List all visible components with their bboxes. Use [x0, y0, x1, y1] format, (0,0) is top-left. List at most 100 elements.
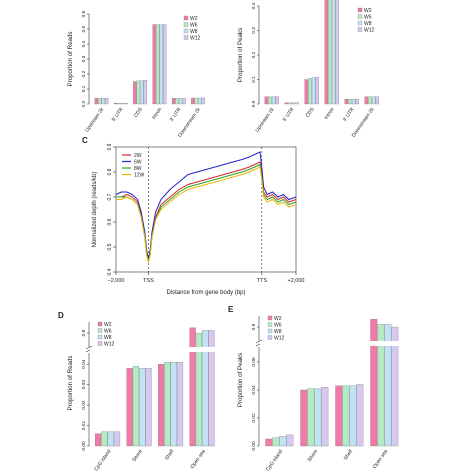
bar: [295, 102, 299, 105]
series-line: [116, 166, 297, 263]
bar: [171, 98, 176, 105]
x-tick-label: Intron: [151, 107, 163, 121]
x-tick-label: 3' UTR: [342, 106, 356, 122]
y-tick-label: 0.0: [251, 100, 257, 107]
y-tick-label: 0.3: [251, 27, 257, 34]
bar: [311, 77, 316, 105]
bar: [264, 96, 269, 105]
legend-label: W6: [190, 22, 198, 28]
bar: [182, 98, 186, 105]
bar: [117, 102, 121, 105]
bar: [143, 80, 148, 105]
legend-swatch: [97, 334, 103, 340]
legend-label: W12: [274, 335, 285, 341]
x-tick-label: Intron: [323, 107, 335, 121]
x-tick-label: Shore: [131, 449, 144, 464]
legend-swatch: [357, 7, 363, 13]
bar: [113, 431, 121, 447]
bar: [286, 434, 294, 447]
bar: [191, 97, 195, 105]
x-tick-label: CDS: [305, 106, 316, 119]
y-tick-label: 0.5: [81, 25, 87, 32]
bar: [355, 98, 359, 105]
y-tick-label: 0.4: [81, 40, 87, 47]
bar: [170, 362, 177, 447]
bar: [279, 436, 287, 447]
bar: [370, 319, 378, 447]
x-tick-label: 5' UTR: [111, 106, 125, 122]
y-tick-label: 0.03: [81, 380, 87, 390]
y-tick-label: 0.9: [81, 329, 87, 336]
y-tick-label: 0.01: [81, 421, 87, 431]
legend-swatch: [97, 328, 103, 333]
x-tick-label: TTS: [257, 278, 268, 284]
y-tick-label: 0.6: [107, 218, 113, 225]
y-tick-label: 0.7: [107, 193, 113, 200]
bar: [331, 0, 336, 105]
legend-label: W12: [364, 27, 375, 33]
bar: [95, 433, 102, 447]
y-tick-label: 0.9: [251, 323, 257, 330]
bar: [314, 388, 322, 447]
y-tick-label: 0.0: [81, 100, 87, 107]
bar: [328, 0, 332, 105]
bar: [391, 326, 399, 447]
bar: [145, 368, 152, 447]
y-tick-label: 0.02: [251, 413, 257, 423]
axis-break-band: [260, 341, 404, 346]
bar: [152, 24, 156, 105]
bar: [300, 389, 308, 447]
bar: [194, 97, 199, 105]
legend-label: W8: [104, 335, 112, 341]
bar: [271, 96, 276, 105]
x-tick-label: Open sea: [372, 449, 389, 470]
bar: [288, 102, 292, 105]
legend-label: W2: [190, 16, 198, 22]
x-axis-label: Distance from gene body (bp): [166, 290, 245, 296]
bar: [284, 102, 289, 105]
y-tick-label: 0.6: [81, 10, 87, 17]
legend-label: W6: [104, 328, 112, 334]
legend-label: W8: [274, 329, 282, 335]
y-tick-label: 0.04: [81, 359, 87, 369]
bar: [377, 324, 385, 447]
y-tick-label: 0.8: [107, 168, 113, 175]
bar: [175, 98, 179, 105]
y-tick-label: 0.5: [107, 243, 113, 250]
bar: [133, 81, 137, 105]
bar: [94, 98, 98, 105]
legend-label: W12: [190, 35, 201, 41]
y-axis-label: Proportion of Peaks: [237, 353, 244, 407]
legend-swatch: [183, 35, 189, 40]
legend-label: W2: [364, 8, 372, 14]
axis-break-band: [90, 347, 220, 352]
y-tick-label: 0.4: [251, 2, 257, 9]
bar: [335, 385, 343, 447]
bar: [189, 327, 196, 447]
legend-swatch: [267, 322, 273, 327]
x-tick-label: Shelf: [343, 448, 355, 461]
legend-label: W2: [274, 316, 282, 322]
bar: [375, 96, 379, 105]
plot-frame: [115, 146, 297, 273]
legend-swatch: [183, 15, 189, 21]
x-tick-label: CpG island: [265, 449, 284, 473]
bar: [139, 368, 146, 447]
axis-break-mark: [255, 339, 263, 344]
bar: [124, 102, 128, 105]
y-tick-label: 0.1: [251, 76, 257, 83]
y-tick-label: 0.00: [81, 441, 87, 451]
legend-label: W2: [104, 322, 112, 328]
bar: [208, 330, 215, 447]
legend-label: 2W: [134, 153, 142, 159]
legend-label: 8W: [134, 166, 142, 172]
bar: [307, 388, 315, 447]
bar: [136, 80, 141, 105]
panel-label: E: [228, 305, 234, 314]
bar: [157, 364, 165, 447]
bar: [265, 438, 273, 447]
legend-label: W12: [104, 341, 115, 347]
legend-swatch: [97, 321, 103, 327]
bar: [368, 96, 372, 105]
